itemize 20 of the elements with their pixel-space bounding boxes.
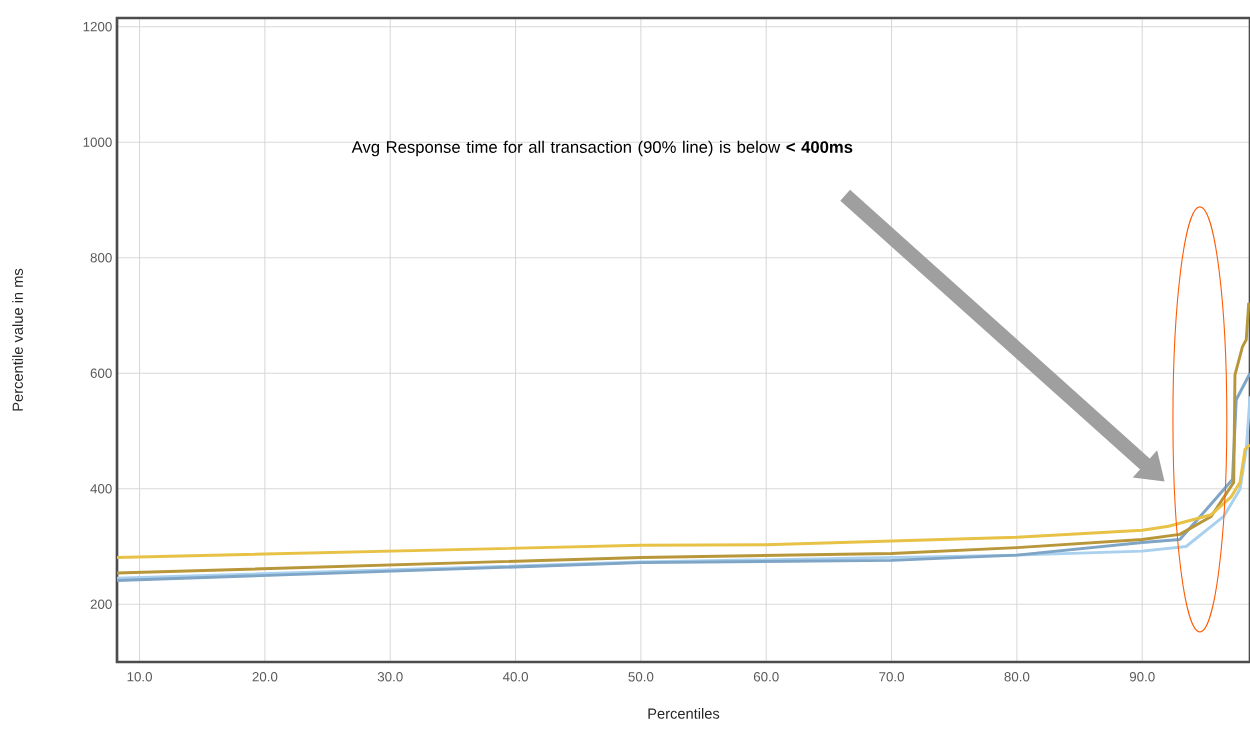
- y-tick-label: 1000: [83, 137, 112, 147]
- x-tick-label: 50.0: [628, 672, 654, 682]
- y-tick-label: 600: [90, 368, 112, 378]
- x-tick-label: 20.0: [252, 672, 278, 682]
- line-series: [117, 301, 1250, 575]
- line-series: [117, 443, 1250, 559]
- y-axis-title: Percentile value in ms: [12, 268, 23, 411]
- annotation: Avg Response time for all transaction (90% line) is below < 400ms: [351, 140, 853, 157]
- x-tick-label: 60.0: [753, 672, 779, 682]
- x-tick-label: 80.0: [1004, 672, 1030, 682]
- x-tick-label: 90.0: [1129, 672, 1155, 682]
- x-tick-label: 10.0: [127, 672, 153, 682]
- y-tick-label: 800: [90, 252, 112, 263]
- y-tick-label: 1200: [83, 21, 112, 32]
- x-tick-label: 30.0: [377, 672, 403, 682]
- y-tick-label: 400: [90, 484, 112, 494]
- x-tick-label: 40.0: [502, 672, 529, 682]
- y-tick-label: 200: [90, 599, 112, 609]
- x-axis-title: Percentiles: [648, 708, 720, 719]
- x-tick-label: 70.0: [879, 672, 905, 682]
